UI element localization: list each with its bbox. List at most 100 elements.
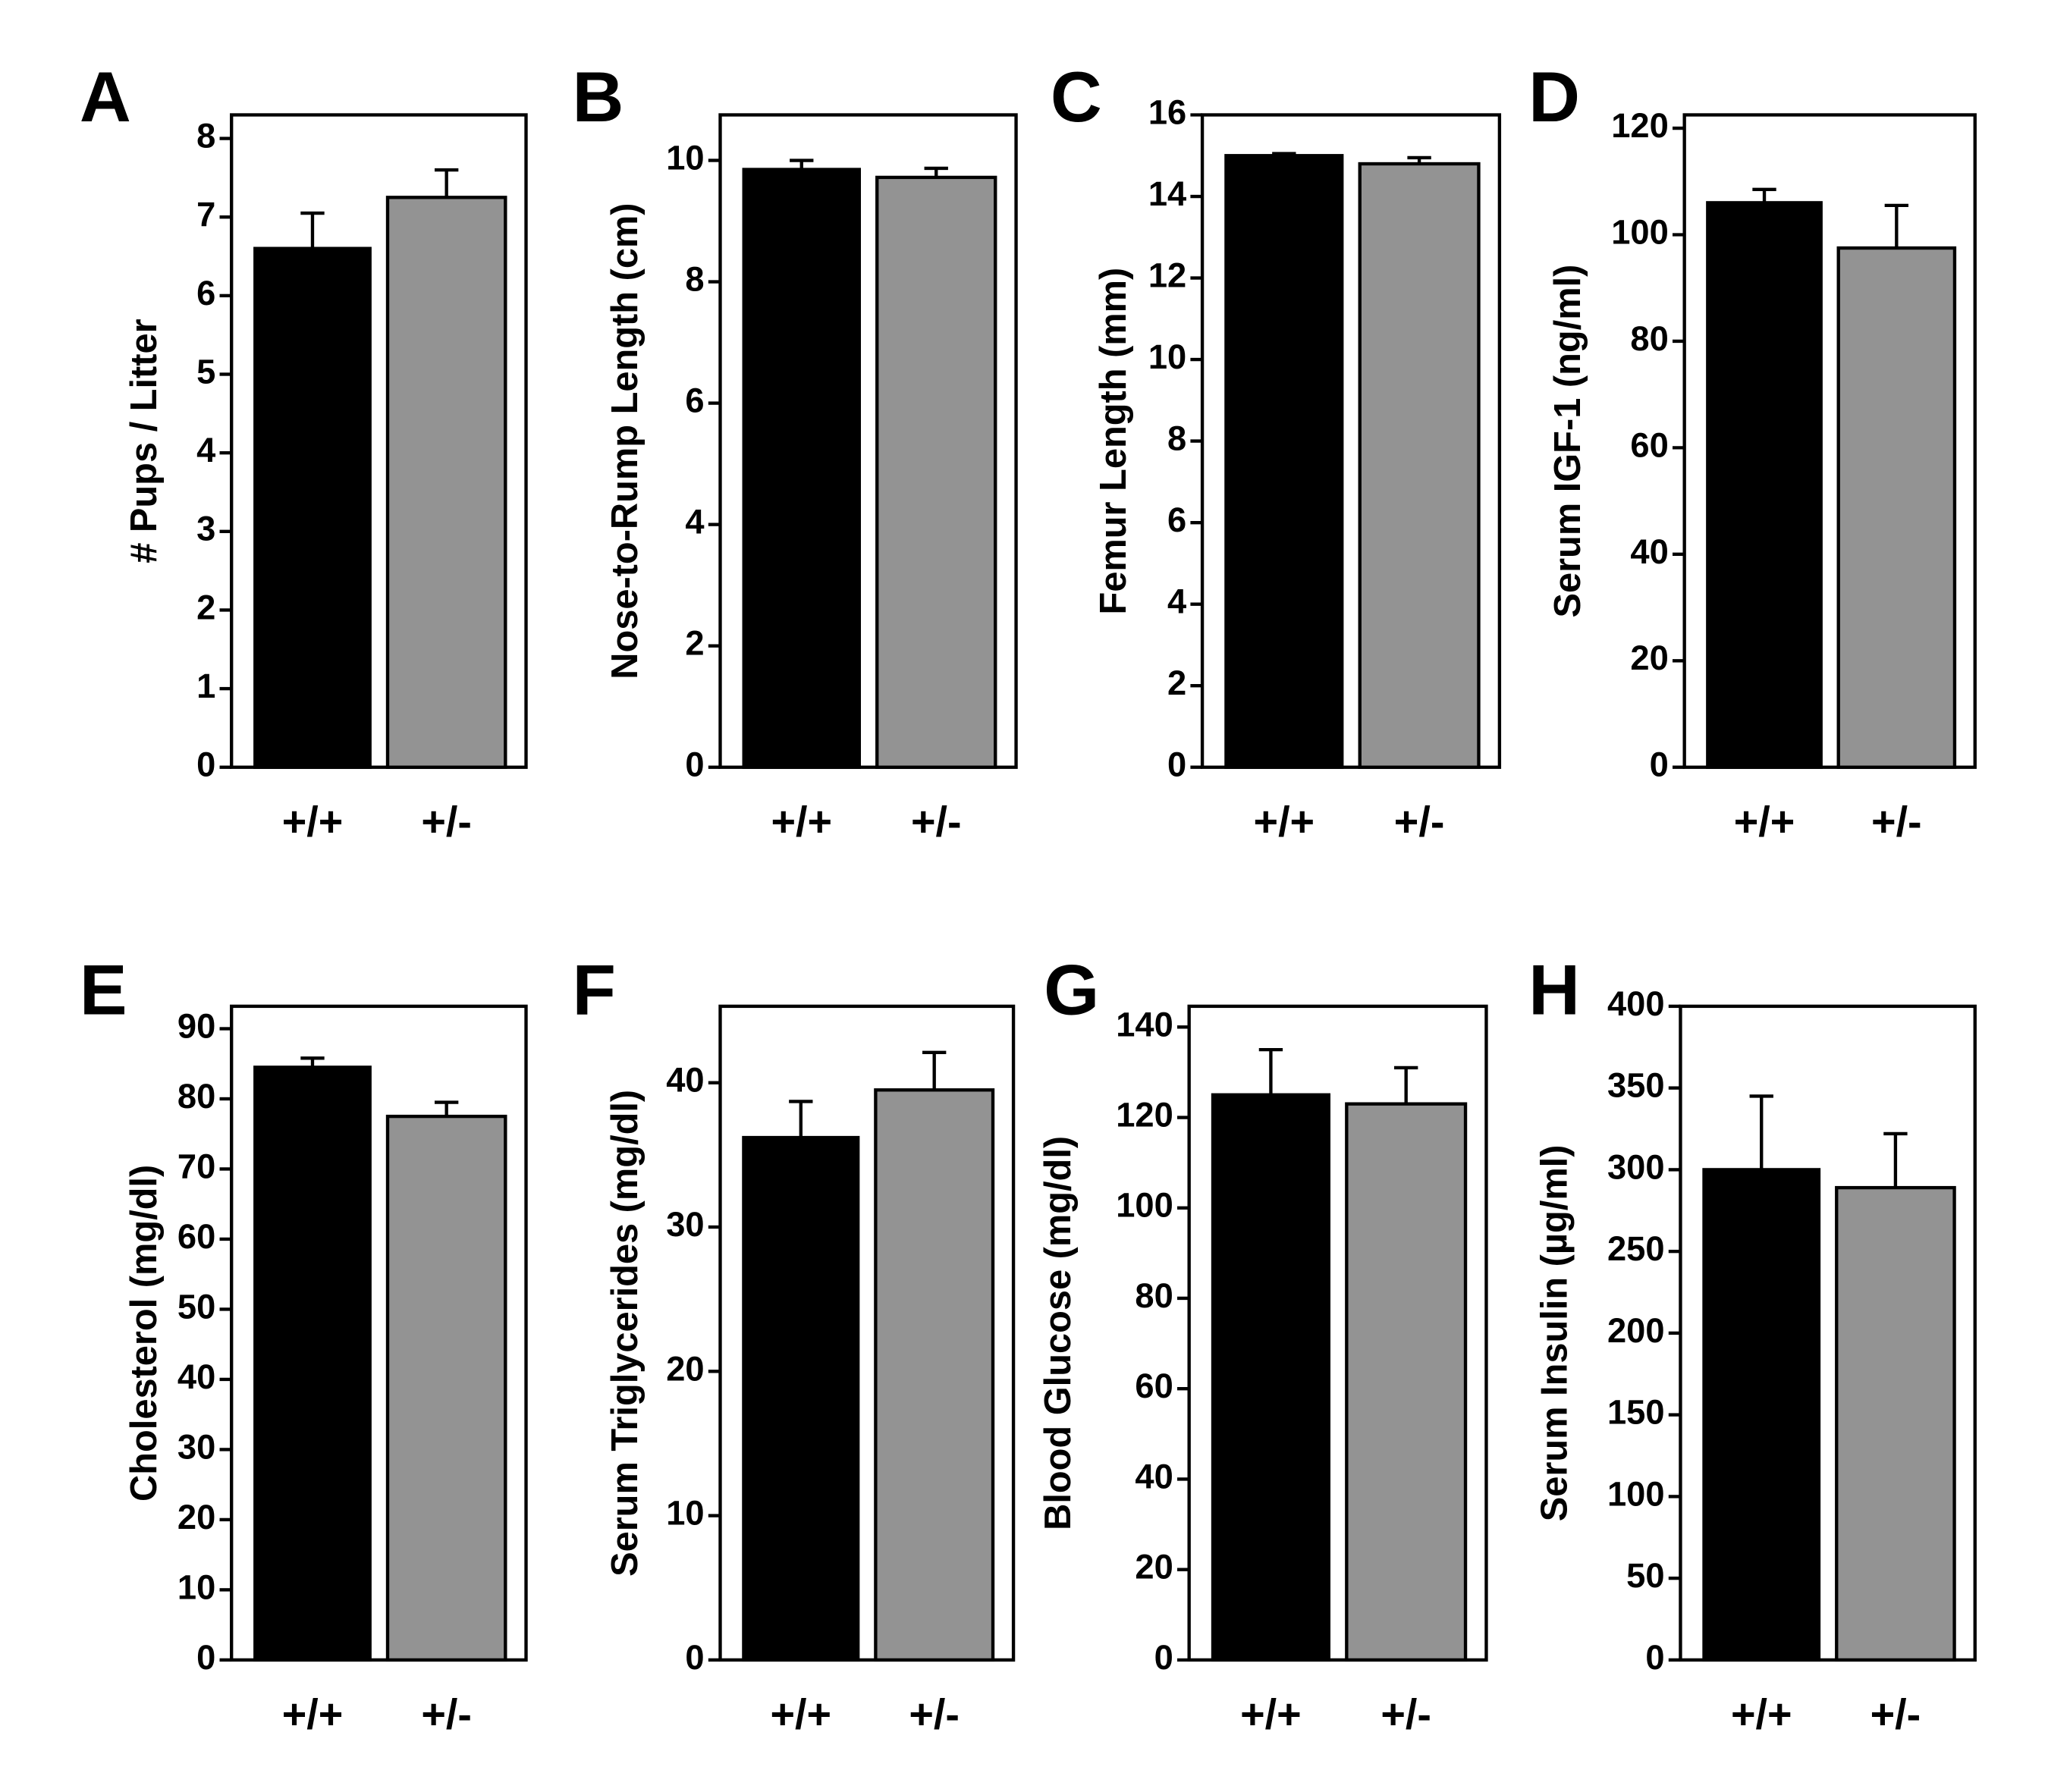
y-tick-label: 150 — [1607, 1393, 1665, 1432]
x-tick-label: +/- — [1871, 1690, 1921, 1737]
x-tick-label: +/+ — [1731, 1690, 1792, 1737]
panel-label: B — [572, 57, 624, 137]
bar-wildtype — [1702, 1168, 1821, 1662]
y-tick-label: 120 — [1116, 1095, 1173, 1134]
y-tick-label: 8 — [196, 117, 215, 155]
y-tick-label: 4 — [685, 503, 704, 541]
y-tick-label: 20 — [1630, 639, 1668, 677]
panel-g: G 0 20 40 60 80 100 120 140 Blood Glucose (mg/dl)… — [1038, 949, 1488, 1737]
y-tick-label: 0 — [1650, 745, 1669, 784]
y-axis-label: Blood Glucose (mg/dl) — [1038, 1136, 1079, 1530]
y-tick-label: 10 — [1148, 337, 1186, 376]
y-tick-label: 250 — [1607, 1229, 1665, 1268]
y-tick-label: 200 — [1607, 1311, 1665, 1350]
y-tick-label: 4 — [196, 431, 215, 469]
y-tick-label: 6 — [196, 274, 215, 312]
x-tick-label: +/- — [909, 1690, 960, 1737]
x-tick-label: +/+ — [771, 1690, 832, 1737]
y-tick-label: 120 — [1611, 106, 1669, 145]
bar-heterozygous — [875, 175, 997, 769]
y-axis-label: Cholesterol (mg/dl) — [124, 1165, 165, 1502]
y-tick-label: 0 — [196, 1638, 215, 1677]
bar-wildtype — [1211, 1093, 1330, 1662]
y-tick-label: 3 — [196, 510, 215, 548]
y-tick-label: 20 — [666, 1349, 704, 1388]
y-tick-label: 5 — [196, 352, 215, 391]
y-tick-label: 70 — [177, 1147, 215, 1185]
y-tick-label: 80 — [1135, 1276, 1173, 1315]
x-tick-label: +/- — [911, 798, 962, 845]
y-tick-label: 40 — [1630, 532, 1668, 571]
y-tick-label: 0 — [196, 745, 215, 784]
x-tick-label: +/+ — [282, 798, 344, 845]
y-tick-label: 50 — [1626, 1556, 1664, 1595]
y-tick-label: 300 — [1607, 1147, 1665, 1186]
bar-wildtype — [742, 168, 861, 769]
bar-heterozygous — [1836, 246, 1957, 769]
bar-wildtype — [253, 246, 372, 769]
y-tick-label: 8 — [1167, 419, 1186, 458]
y-tick-label: 60 — [177, 1217, 215, 1256]
y-tick-label: 30 — [666, 1205, 704, 1244]
y-axis-label: Femur Length (mm) — [1093, 268, 1134, 615]
y-tick-label: 2 — [196, 588, 215, 626]
y-tick-label: 2 — [685, 624, 704, 663]
y-tick-label: 1 — [196, 667, 215, 705]
panel-e: E 0 10 20 30 40 50 60 70 80 90 Cholesterol (mg/dl) +… — [80, 949, 528, 1737]
y-tick-label: 60 — [1135, 1367, 1173, 1405]
bar-wildtype — [742, 1135, 860, 1662]
bar-heterozygous — [1358, 162, 1481, 769]
y-tick-label: 40 — [177, 1357, 215, 1396]
x-tick-label: +/- — [1871, 798, 1922, 845]
y-tick-label: 16 — [1148, 93, 1186, 131]
x-tick-label: +/+ — [771, 798, 832, 845]
y-axis-label: Nose-to-Rump Length (cm) — [605, 202, 645, 679]
panel-label: E — [80, 949, 127, 1029]
x-tick-label: +/+ — [1240, 1690, 1302, 1737]
bar-wildtype — [1224, 154, 1344, 769]
y-tick-label: 8 — [685, 260, 704, 299]
panel-label: A — [80, 57, 131, 137]
y-tick-label: 2 — [1167, 664, 1186, 702]
x-tick-label: +/- — [1394, 798, 1445, 845]
panel-b: B 0 2 4 6 8 10 Nose-to-Rump Length (cm) +/+ +/- — [572, 57, 1018, 845]
y-tick-label: 0 — [685, 745, 704, 784]
y-tick-label: 7 — [196, 195, 215, 234]
y-tick-label: 10 — [177, 1568, 215, 1606]
panel-c: C 0 2 4 6 8 10 12 14 16 Femur Length (mm) +/+ +/- — [1051, 57, 1502, 845]
y-tick-label: 6 — [1167, 501, 1186, 539]
y-tick-label: 20 — [177, 1498, 215, 1536]
y-tick-label: 14 — [1148, 174, 1186, 213]
y-axis-label: Serum Insulin (µg/ml) — [1534, 1145, 1575, 1522]
y-tick-label: 0 — [1645, 1638, 1664, 1677]
panel-h: H 0 50 100 150 200 250 300 350 400 Serum Insulin (… — [1528, 949, 1977, 1737]
y-tick-label: 80 — [177, 1077, 215, 1116]
y-tick-label: 12 — [1148, 256, 1186, 295]
bar-heterozygous — [385, 196, 507, 769]
y-tick-label: 90 — [177, 1006, 215, 1045]
y-tick-label: 40 — [666, 1061, 704, 1100]
y-tick-label: 0 — [1167, 745, 1186, 784]
y-tick-label: 20 — [1135, 1548, 1173, 1586]
y-tick-label: 100 — [1116, 1186, 1173, 1225]
y-tick-label: 100 — [1607, 1474, 1665, 1513]
x-tick-label: +/- — [421, 798, 472, 845]
y-tick-label: 4 — [1167, 582, 1186, 621]
bar-wildtype — [1706, 201, 1823, 769]
panel-label: G — [1044, 949, 1099, 1029]
y-axis-label: Serum IGF-1 (ng/ml) — [1547, 265, 1588, 618]
panel-a: A 0 1 2 3 4 5 6 7 8 # Pups / Litter +/+ +/- — [80, 57, 528, 845]
bar-heterozygous — [1835, 1185, 1956, 1662]
y-tick-label: 10 — [666, 138, 704, 177]
y-tick-label: 400 — [1607, 984, 1665, 1023]
bar-heterozygous — [1345, 1102, 1468, 1662]
panel-label: C — [1051, 57, 1102, 137]
y-tick-label: 0 — [1154, 1638, 1173, 1677]
x-tick-label: +/- — [1381, 1690, 1431, 1737]
y-tick-label: 50 — [177, 1287, 215, 1326]
y-tick-label: 6 — [685, 381, 704, 420]
y-tick-label: 10 — [666, 1494, 704, 1533]
y-tick-label: 140 — [1116, 1005, 1173, 1044]
panel-d: D 0 20 40 60 80 100 120 Serum IGF-1 (ng/ml) +/+ +/… — [1528, 57, 1977, 845]
